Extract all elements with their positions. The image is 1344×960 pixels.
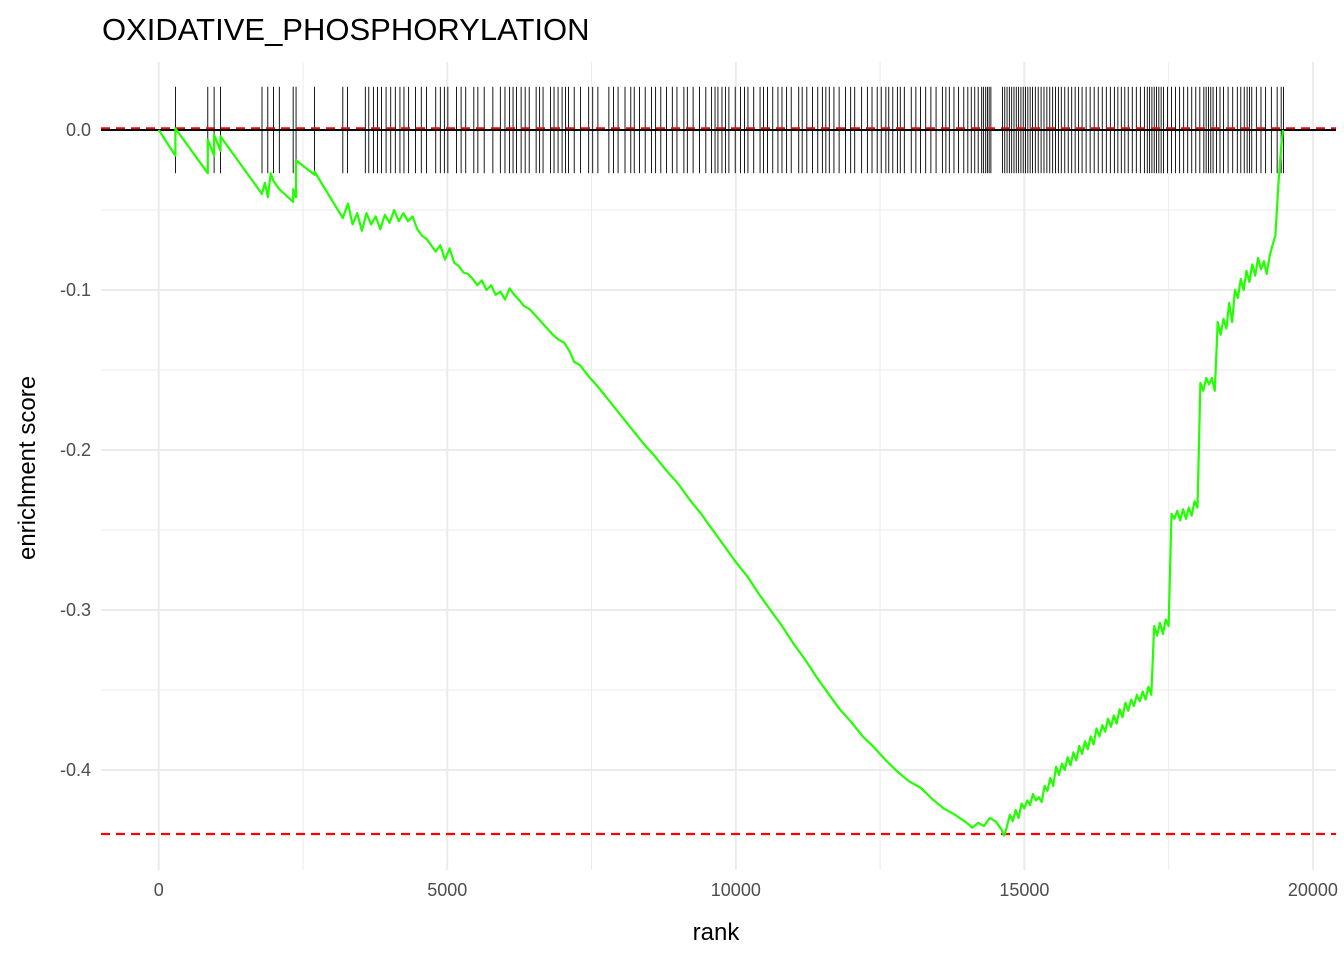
y-tick-label: -0.3 xyxy=(60,600,91,620)
y-tick-label: -0.2 xyxy=(60,440,91,460)
y-tick-label: -0.4 xyxy=(60,760,91,780)
chart-title: OXIDATIVE_PHOSPHORYLATION xyxy=(102,12,590,47)
y-axis-title: enrichment score xyxy=(14,376,41,560)
x-tick-label: 0 xyxy=(154,880,164,900)
x-tick-label: 10000 xyxy=(711,880,761,900)
y-tick-label: -0.1 xyxy=(60,280,91,300)
y-tick-label: 0.0 xyxy=(66,120,91,140)
x-axis-title: rank xyxy=(693,919,741,946)
x-tick-label: 20000 xyxy=(1288,880,1338,900)
x-tick-label: 5000 xyxy=(427,880,467,900)
x-tick-label: 15000 xyxy=(999,880,1049,900)
grid xyxy=(101,62,1336,870)
reference-lines xyxy=(101,128,1336,834)
es-curve-line xyxy=(159,128,1283,835)
